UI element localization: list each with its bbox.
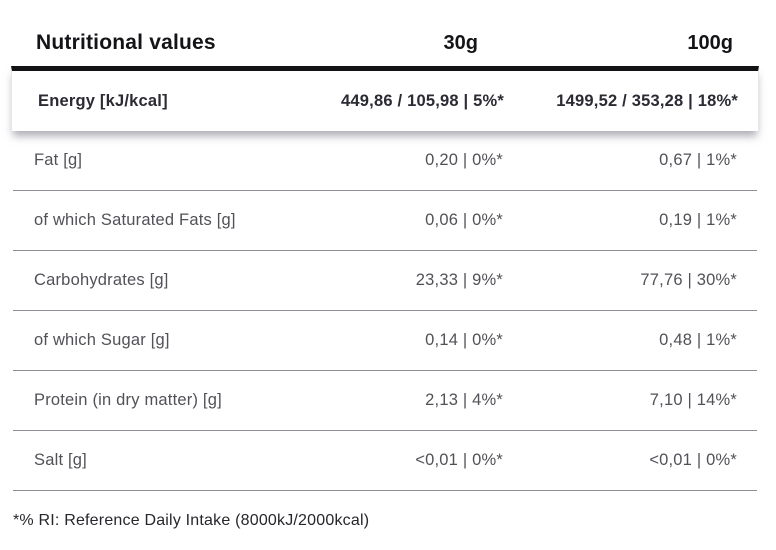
table-body: Fat [g] 0,20 | 0%* 0,67 | 1%* of which S… [0, 131, 776, 491]
column-header-100g: 100g [687, 31, 733, 54]
row-label: Salt [g] [34, 451, 87, 469]
row-value-100g: 0,48 | 1%* [659, 331, 737, 349]
table-header-row: Nutritional values 30g 100g [13, 20, 757, 66]
table-title: Nutritional values [36, 31, 216, 54]
row-value-30g: 2,13 | 4%* [425, 391, 503, 409]
table-row: Fat [g] 0,20 | 0%* 0,67 | 1%* [13, 131, 757, 191]
row-label: Carbohydrates [g] [34, 271, 169, 289]
energy-value-100g: 1499,52 / 353,28 | 18%* [556, 91, 738, 110]
table-row: Carbohydrates [g] 23,33 | 9%* 77,76 | 30… [13, 251, 757, 311]
column-header-30g: 30g [443, 31, 478, 54]
row-label: of which Sugar [g] [34, 331, 170, 349]
row-value-100g: 7,10 | 14%* [649, 391, 737, 409]
row-value-30g: 0,14 | 0%* [425, 331, 503, 349]
row-value-30g: 23,33 | 9%* [415, 271, 503, 289]
row-value-100g: 77,76 | 30%* [640, 271, 737, 289]
table-row: of which Sugar [g] 0,14 | 0%* 0,48 | 1%* [13, 311, 757, 371]
row-value-30g: 0,20 | 0%* [425, 151, 503, 169]
reference-intake-footnote: *% RI: Reference Daily Intake (8000kJ/20… [13, 512, 370, 529]
table-row: Salt [g] <0,01 | 0%* <0,01 | 0%* [13, 431, 757, 491]
energy-value-30g: 449,86 / 105,98 | 5%* [341, 91, 504, 110]
row-value-30g: 0,06 | 0%* [425, 211, 503, 229]
row-value-100g: 0,67 | 1%* [659, 151, 737, 169]
table-row: Protein (in dry matter) [g] 2,13 | 4%* 7… [13, 371, 757, 431]
row-label: of which Saturated Fats [g] [34, 211, 236, 229]
row-value-30g: <0,01 | 0%* [415, 451, 503, 469]
row-label: Fat [g] [34, 151, 83, 169]
energy-row-label: Energy [kJ/kcal] [38, 91, 168, 110]
row-value-100g: <0,01 | 0%* [649, 451, 737, 469]
row-label: Protein (in dry matter) [g] [34, 391, 222, 409]
energy-row: Energy [kJ/kcal] 449,86 / 105,98 | 5%* 1… [11, 66, 759, 131]
row-value-100g: 0,19 | 1%* [659, 211, 737, 229]
table-row: of which Saturated Fats [g] 0,06 | 0%* 0… [13, 191, 757, 251]
